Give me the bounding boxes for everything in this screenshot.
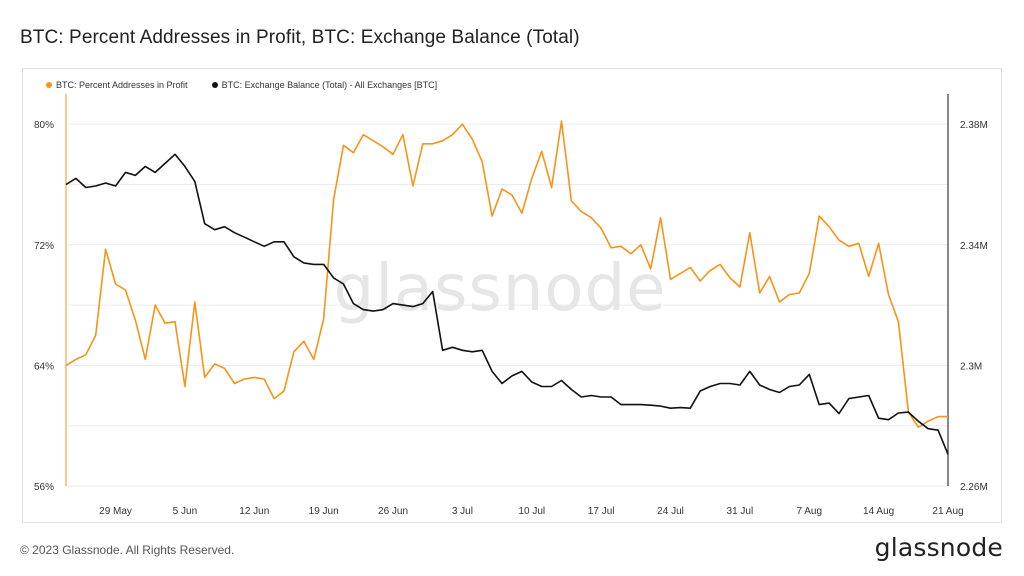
x-tick-label: 19 Jun bbox=[309, 506, 339, 517]
legend-label-profit: BTC: Percent Addresses in Profit bbox=[56, 80, 188, 90]
x-tick-label: 21 Aug bbox=[932, 506, 963, 517]
y-right-tick-label: 2.34M bbox=[960, 241, 988, 252]
series-line-profit[interactable] bbox=[65, 120, 948, 429]
x-tick-label: 12 Jun bbox=[239, 506, 269, 517]
legend-label-balance: BTC: Exchange Balance (Total) - All Exch… bbox=[221, 80, 438, 90]
x-tick-label: 14 Aug bbox=[863, 506, 894, 517]
legend: BTC: Percent Addresses in Profit BTC: Ex… bbox=[46, 80, 437, 90]
x-tick-label: 10 Jul bbox=[518, 506, 545, 517]
x-tick-label: 29 May bbox=[99, 506, 132, 517]
x-tick-label: 7 Aug bbox=[796, 506, 822, 517]
y-left-tick-label: 72% bbox=[34, 241, 54, 252]
legend-item-balance[interactable]: BTC: Exchange Balance (Total) - All Exch… bbox=[211, 80, 438, 90]
y-right-tick-label: 2.26M bbox=[960, 482, 988, 493]
x-tick-label: 31 Jul bbox=[727, 506, 754, 517]
grid-lines bbox=[66, 123, 948, 487]
y-left-tick-label: 64% bbox=[34, 361, 54, 372]
glassnode-logo[interactable]: glassnode bbox=[874, 533, 1003, 562]
axes: 56% 64% 72% 80% 2.26M 2.3M 2.34M 2.38M 29 May 5 J… bbox=[34, 94, 988, 517]
x-tick-label: 24 Jul bbox=[657, 506, 684, 517]
footer-copyright: © 2023 Glassnode. All Rights Reserved. bbox=[20, 543, 235, 557]
chart-title: BTC: Percent Addresses in Profit, BTC: E… bbox=[20, 27, 580, 48]
series-line-balance[interactable] bbox=[65, 153, 949, 455]
x-tick-label: 5 Jun bbox=[173, 506, 197, 517]
series-layer bbox=[65, 120, 949, 455]
watermark: glassnode bbox=[333, 252, 666, 326]
y-right-tick-label: 2.38M bbox=[960, 120, 988, 131]
y-left-tick-label: 80% bbox=[34, 120, 54, 131]
chart-frame bbox=[22, 68, 1002, 523]
y-right-tick-label: 2.3M bbox=[960, 361, 982, 372]
x-tick-label: 3 Jul bbox=[452, 506, 473, 517]
x-tick-label: 17 Jul bbox=[588, 506, 615, 517]
legend-item-profit[interactable]: BTC: Percent Addresses in Profit bbox=[46, 80, 188, 90]
y-left-tick-label: 56% bbox=[34, 482, 54, 493]
legend-dot-balance-icon bbox=[211, 82, 218, 88]
x-tick-label: 26 Jun bbox=[378, 506, 408, 517]
legend-dot-profit-icon bbox=[46, 82, 52, 88]
